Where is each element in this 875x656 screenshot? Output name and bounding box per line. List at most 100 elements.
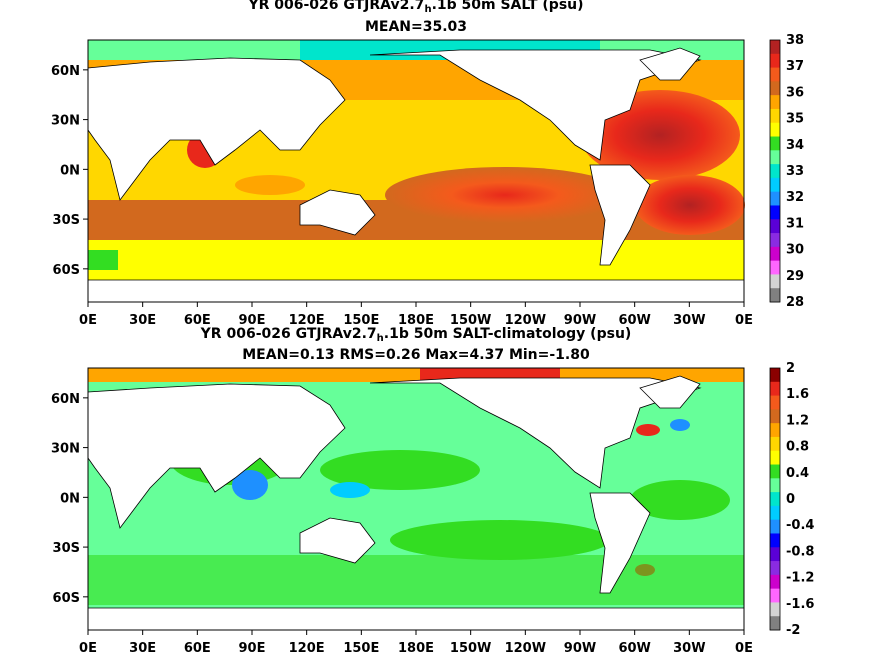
colorbar-tick-label: 38 — [786, 33, 804, 48]
bottom-chart-title-prefix: YR 006-026 GTJRAv2.7 — [200, 326, 377, 342]
y-tick-label: 30N — [51, 114, 80, 129]
colorbar-frame — [769, 39, 781, 303]
colorbar-tick-label: 0.4 — [786, 466, 809, 481]
colorbar-segment — [770, 450, 780, 466]
bottom-southern-ocean — [88, 555, 744, 605]
top-chart-title: YR 006-026 GTJRAv2.7h.1b 50m SALT (psu) — [88, 0, 744, 15]
x-tick-label: 60W — [618, 641, 650, 656]
colorbar-segment — [770, 205, 780, 220]
colorbar-segment — [770, 260, 780, 275]
colorbar-tick-label: 36 — [786, 85, 804, 100]
colorbar-tick-label: 35 — [786, 112, 804, 127]
colorbar-frame — [769, 367, 781, 631]
colorbar-tick-label: 34 — [786, 138, 804, 153]
bottom-chart-title-suffix: .1b 50m SALT-climatology (psu) — [383, 326, 632, 342]
colorbar-segment — [770, 602, 780, 617]
colorbar-segment — [770, 40, 780, 55]
colorbar-segment — [770, 233, 780, 248]
x-tick-label: 60E — [184, 641, 211, 656]
colorbar-segment — [770, 150, 780, 165]
y-tick-label: 60N — [51, 64, 80, 79]
top-chart-title-prefix: YR 006-026 GTJRAv2.7 — [248, 0, 425, 13]
bottom-south-pacific — [390, 520, 610, 560]
colorbar-segment — [770, 191, 780, 206]
y-tick-label: 30S — [53, 213, 80, 228]
colorbar-tick-label: 2 — [786, 361, 795, 376]
bottom-labrador — [670, 419, 690, 431]
x-tick-label: 180E — [398, 641, 434, 656]
colorbar-segment — [770, 81, 780, 96]
colorbar-segment — [770, 505, 780, 521]
y-tick-label: 0N — [60, 491, 80, 506]
x-tick-label: 150W — [450, 313, 491, 328]
top-south-pacific-max — [385, 167, 625, 223]
bottom-atlantic — [630, 480, 730, 520]
x-tick-label: 150E — [343, 641, 379, 656]
y-tick-label: 30S — [53, 541, 80, 556]
bottom-map — [87, 367, 745, 631]
colorbar-segment — [770, 616, 780, 631]
y-tick-label: 60N — [51, 392, 80, 407]
x-tick-label: 30W — [673, 641, 705, 656]
x-tick-label: 0E — [79, 313, 97, 328]
x-tick-label: 90W — [564, 641, 596, 656]
colorbar-tick-label: -0.4 — [786, 518, 814, 533]
colorbar-tick-label: -1.6 — [786, 597, 814, 612]
colorbar-segment — [770, 519, 780, 534]
colorbar-segment — [770, 409, 780, 424]
y-tick-label: 60S — [53, 591, 80, 606]
colorbar-segment — [770, 561, 780, 576]
bottom-west-pacific — [320, 450, 480, 490]
colorbar-segment — [770, 574, 780, 590]
x-tick-label: 90E — [239, 313, 266, 328]
top-chart-title-sub: h — [424, 4, 432, 15]
colorbar-tick-label: 0.8 — [786, 440, 809, 455]
bottom-x-axis: 0E 30E 60E 90E 120E 150E 180E 150W 120W 90W 60W 30W… — [79, 630, 753, 656]
colorbar-segment — [770, 423, 780, 438]
colorbar-tick-label: 32 — [786, 190, 804, 205]
top-x-axis: 0E 30E 60E 90E 120E 150E 180E 150W 120W 90W 60W 30W… — [79, 302, 753, 328]
bottom-y-axis: 60N 30N 0N 30S 60S — [51, 392, 88, 606]
x-tick-label: 0E — [735, 313, 753, 328]
bottom-chart-subtitle: MEAN=0.13 RMS=0.26 Max=4.37 Min=-1.80 — [242, 347, 590, 363]
colorbar-tick-label: 37 — [786, 59, 804, 74]
bottom-land — [87, 375, 745, 631]
colorbar-tick-label: -1.2 — [786, 571, 814, 586]
y-tick-label: 60S — [53, 263, 80, 278]
colorbar-segment — [770, 108, 780, 124]
bottom-chart-title: YR 006-026 GTJRAv2.7h.1b 50m SALT-climat… — [88, 326, 744, 344]
x-tick-label: 0E — [79, 641, 97, 656]
colorbar-segment — [770, 395, 780, 410]
top-map — [87, 39, 745, 303]
colorbar-segment — [770, 381, 780, 397]
bottom-chart-title-sub: h — [376, 333, 384, 344]
top-southern-low — [88, 250, 118, 270]
x-tick-label: 30E — [129, 313, 156, 328]
bottom-colorbar: 2 1.6 1.2 0.8 0.4 0 -0.4 -0.8 -1.2 -1.6 -2 — [769, 361, 814, 638]
top-y-axis: 60N 30N 0N 30S 60S — [51, 64, 88, 278]
colorbar-segment — [770, 246, 780, 262]
x-tick-label: 0E — [735, 641, 753, 656]
colorbar-tick-label: -2 — [786, 623, 800, 638]
colorbar-segment — [770, 219, 780, 234]
top-colorbar: 38 37 36 35 34 33 32 31 30 29 28 — [769, 33, 804, 310]
colorbar-tick-label: 29 — [786, 269, 804, 284]
top-chart-subtitle: MEAN=35.03 — [364, 19, 468, 35]
colorbar-segment — [770, 95, 780, 110]
x-tick-label: 90W — [564, 313, 596, 328]
x-tick-label: 30W — [673, 313, 705, 328]
bottom-warm-pool — [330, 482, 370, 498]
x-tick-label: 30E — [129, 641, 156, 656]
colorbar-segment — [770, 136, 780, 151]
colorbar-segment — [770, 368, 780, 383]
y-tick-label: 30N — [51, 442, 80, 457]
colorbar-tick-label: 30 — [786, 243, 804, 258]
x-tick-label: 60W — [618, 313, 650, 328]
colorbar-segment — [770, 164, 780, 179]
top-indo-pacific — [235, 175, 305, 195]
colorbar-segment — [770, 464, 780, 479]
colorbar-segment — [770, 53, 780, 69]
x-tick-label: 120E — [289, 641, 325, 656]
bottom-gulf-stream — [636, 424, 660, 436]
top-south-atlantic-max — [635, 175, 745, 235]
